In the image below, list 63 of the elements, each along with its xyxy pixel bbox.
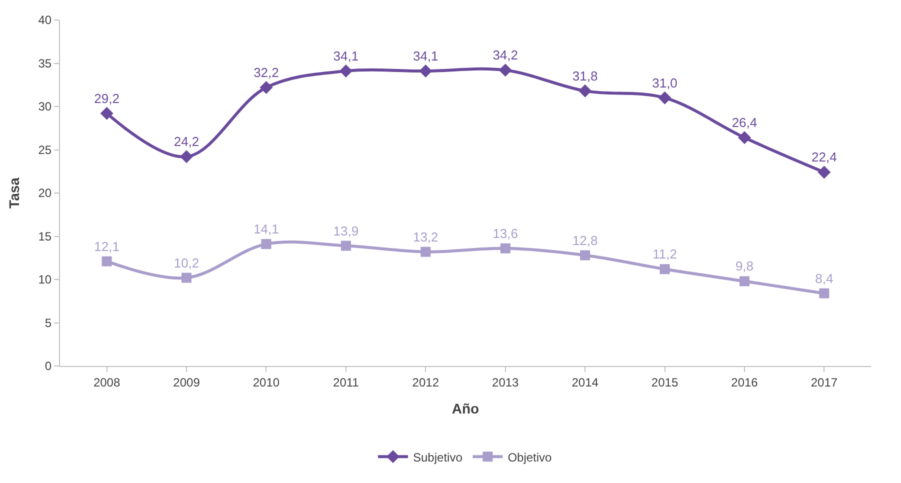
data-label: 34,1 — [333, 48, 359, 64]
data-label: 13,2 — [412, 229, 438, 244]
x-tick-label: 2008 — [93, 375, 120, 390]
y-tick-label: 10 — [38, 272, 52, 287]
data-label: 12,8 — [572, 232, 598, 248]
point — [660, 264, 670, 274]
point — [100, 106, 114, 120]
legend-label: Subjetivo — [413, 450, 463, 464]
point — [658, 91, 672, 104]
data-label: 31,8 — [572, 68, 598, 84]
y-tick-label: 30 — [38, 100, 52, 114]
y-tick-label: 0 — [44, 359, 52, 374]
data-label: 12,1 — [94, 238, 120, 254]
data-label: 13,6 — [492, 226, 518, 241]
x-tick-label: 2015 — [651, 375, 678, 390]
point — [261, 239, 272, 250]
y-tick-label: 25 — [38, 142, 52, 157]
data-label: 9,8 — [735, 258, 754, 274]
point — [339, 64, 352, 78]
x-tick-label: 2014 — [572, 375, 599, 390]
y-tick-label: 20 — [38, 186, 52, 200]
point — [420, 246, 431, 257]
point — [500, 243, 510, 254]
data-label: 11,2 — [652, 246, 677, 262]
y-tick-label: 35 — [38, 56, 52, 70]
legend-label: Objetivo — [508, 450, 552, 464]
data-label: 34,1 — [412, 48, 438, 64]
point — [182, 272, 192, 283]
point — [818, 166, 831, 179]
point — [578, 84, 592, 98]
point — [498, 64, 512, 77]
data-label: 13,9 — [333, 223, 359, 238]
y-tick-label: 5 — [44, 316, 52, 330]
data-label: 31,0 — [652, 75, 678, 90]
data-label: 32,2 — [254, 64, 279, 80]
x-tick-label: 2017 — [810, 375, 838, 390]
point — [102, 256, 112, 266]
point — [419, 64, 432, 78]
x-tick-label: 2013 — [492, 375, 520, 390]
point — [739, 276, 750, 286]
data-label: 29,2 — [94, 90, 120, 106]
y-tick-label: 15 — [38, 229, 52, 244]
y-tick-label: 40 — [38, 13, 52, 28]
data-label: 34,2 — [492, 48, 518, 63]
point — [260, 80, 273, 94]
x-axis-title: Año — [452, 400, 480, 417]
y-axis-title: Tasa — [6, 177, 22, 208]
data-label: 24,2 — [174, 134, 200, 150]
point — [819, 288, 830, 298]
x-tick-label: 2009 — [173, 375, 200, 390]
point — [580, 250, 590, 260]
data-label: 8,4 — [815, 270, 834, 286]
x-tick-label: 2016 — [731, 375, 758, 390]
point — [340, 240, 351, 251]
data-label: 26,4 — [732, 115, 758, 130]
point — [738, 131, 751, 144]
x-tick-label: 2012 — [412, 375, 440, 390]
data-label: 14,1 — [254, 222, 279, 237]
data-label: 10,2 — [174, 255, 200, 270]
x-tick-label: 2011 — [333, 375, 360, 390]
x-tick-label: 2010 — [252, 375, 280, 390]
point — [180, 150, 194, 164]
data-label: 22,4 — [812, 150, 837, 165]
